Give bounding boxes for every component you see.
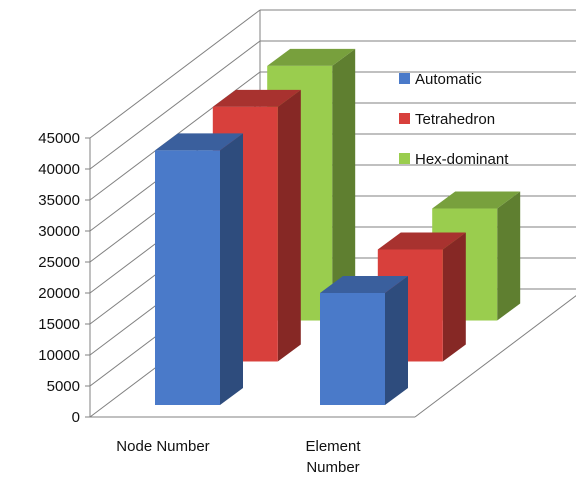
- legend-swatch-1: [399, 113, 410, 124]
- y-tick-label-3: 15000: [38, 316, 80, 333]
- x-tick-label-1: Element Number: [305, 438, 361, 476]
- y-tick-label-2: 10000: [38, 347, 80, 364]
- bar-side-0-0: [220, 133, 243, 405]
- bar-top-1-0: [212, 89, 301, 107]
- y-tick-label-9: 45000: [38, 130, 80, 147]
- bar-top-2-0: [267, 48, 356, 66]
- bar-front-0-0: [155, 150, 220, 405]
- legend-swatch-2: [399, 153, 410, 164]
- y-tick-label-0: 0: [72, 409, 80, 426]
- bar-side-1-0: [277, 89, 301, 362]
- bar-side-2-0: [332, 48, 356, 321]
- y-tick-label-8: 40000: [38, 161, 80, 178]
- bar-top-0-1: [320, 276, 408, 293]
- bar-top-2-1: [432, 191, 521, 209]
- legend-label-1: Tetrahedron: [415, 111, 495, 128]
- y-tick-label-7: 35000: [38, 192, 80, 209]
- bar-side-1-1: [442, 232, 466, 362]
- bar-top-1-1: [377, 232, 466, 250]
- legend-item-1: Tetrahedron: [399, 111, 495, 128]
- y-tick-label-1: 5000: [47, 378, 80, 395]
- legend: Automatic Tetrahedron Hex-dominant: [399, 71, 509, 168]
- legend-label-0: Automatic: [415, 71, 482, 88]
- floor-right-edge: [414, 295, 576, 418]
- gridline-side-8: [89, 40, 261, 170]
- bar-0-1: [320, 276, 408, 405]
- bar-top-0-0: [155, 133, 243, 151]
- bars: [155, 48, 521, 405]
- y-tick-label-6: 30000: [38, 223, 80, 240]
- bar-side-0-1: [385, 276, 408, 405]
- y-tick-label-5: 25000: [38, 254, 80, 271]
- x-tick-label-0: Node Number: [116, 438, 209, 455]
- gridline-side-9: [89, 9, 261, 139]
- bar-side-2-1: [497, 191, 521, 321]
- y-tick-label-4: 20000: [38, 285, 80, 302]
- legend-label-2: Hex-dominant: [415, 151, 509, 168]
- axis: 0 5000 10000 15000 20000 25000 30000 35000 40000…: [38, 130, 361, 476]
- bar-front-0-1: [320, 293, 385, 405]
- legend-swatch-0: [399, 73, 410, 84]
- legend-item-2: Hex-dominant: [399, 151, 509, 168]
- legend-item-0: Automatic: [399, 71, 482, 88]
- bar-0-0: [155, 133, 243, 405]
